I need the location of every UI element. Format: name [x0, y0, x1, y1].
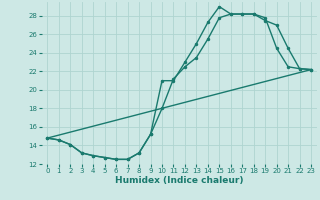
X-axis label: Humidex (Indice chaleur): Humidex (Indice chaleur) — [115, 176, 244, 185]
